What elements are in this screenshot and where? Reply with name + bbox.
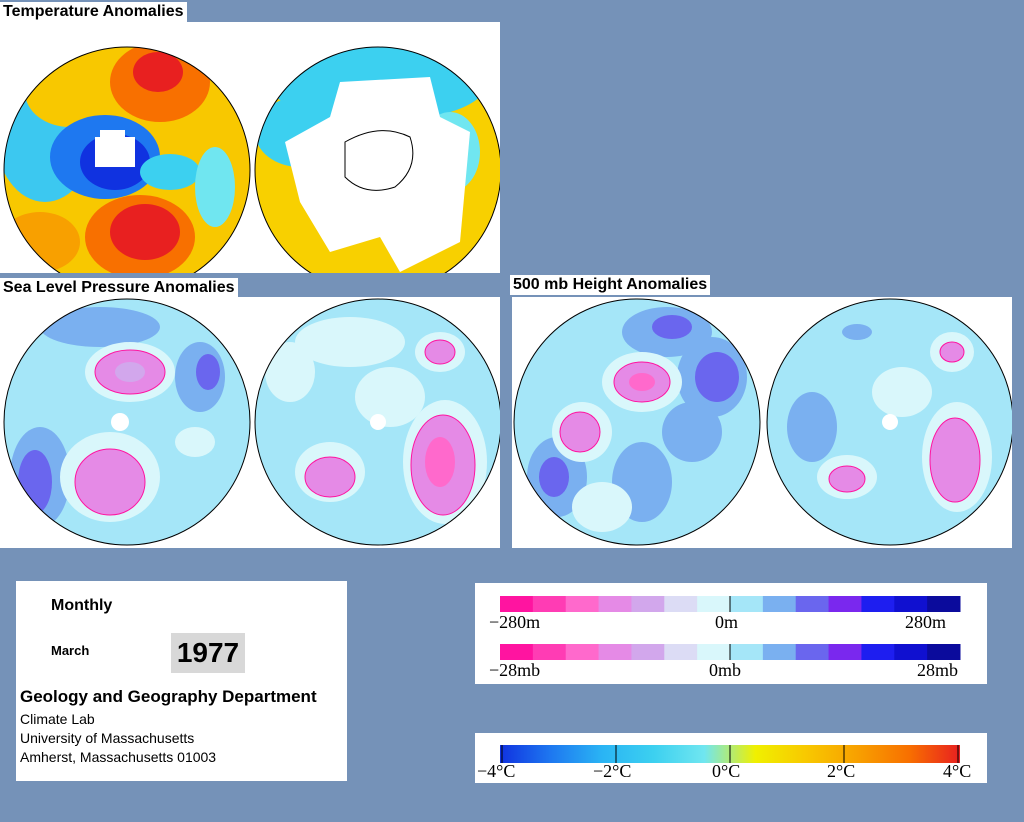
year-label: 1977 — [171, 633, 245, 673]
height-scale-swatch — [664, 596, 698, 612]
temp-label-2: −2°C — [593, 761, 632, 781]
address-label: Amherst, Massachusetts 01003 — [20, 749, 217, 765]
pressure-scale-swatch — [697, 644, 731, 660]
pressure-scale-swatch — [500, 644, 534, 660]
info-box: Monthly March 1977 Geology and Geography… — [16, 581, 347, 781]
pressure-scale-swatch — [532, 644, 567, 660]
slp-panel — [0, 297, 500, 548]
slp-nh-map — [4, 299, 250, 545]
pressure-scale-swatch — [631, 644, 665, 660]
height-scale-swatch — [532, 596, 567, 612]
height-scale-swatch — [598, 596, 632, 612]
pressure-scale-swatch — [565, 644, 600, 660]
pressure-scale-swatch — [730, 644, 764, 660]
temperature-sh-map — [255, 47, 500, 273]
height-scale-swatch — [861, 596, 895, 612]
pressure-scale-swatch — [927, 644, 961, 660]
temperature-title: Temperature Anomalies — [0, 2, 187, 22]
pressure-scale-swatch — [861, 644, 895, 660]
height-scale-swatch — [697, 596, 731, 612]
height-max-label: 280m — [905, 612, 947, 632]
height-scale-swatch — [565, 596, 600, 612]
height-scale-swatch — [927, 596, 961, 612]
height-scale-swatch — [762, 596, 797, 612]
temp-label-1: −4°C — [477, 761, 516, 781]
pressure-scale-swatch — [762, 644, 797, 660]
month-label: March — [51, 643, 90, 658]
pressure-mid-label: 0mb — [709, 660, 742, 680]
temperature-panel — [0, 22, 500, 273]
height500-maps — [513, 298, 1012, 546]
lab-label: Climate Lab — [20, 711, 95, 727]
height-scale-swatch — [828, 596, 862, 612]
slp-maps — [3, 298, 500, 546]
height500-sh-map — [767, 299, 1012, 545]
pressure-scale-swatch — [598, 644, 632, 660]
pressure-scale-swatch — [828, 644, 862, 660]
height-scale-swatch — [631, 596, 665, 612]
height500-title: 500 mb Height Anomalies — [510, 275, 711, 295]
pressure-scale-swatch — [664, 644, 698, 660]
height500-panel — [512, 297, 1012, 548]
height-mid-label: 0m — [715, 612, 739, 632]
pressure-scale-swatch — [894, 644, 928, 660]
height500-nh-map — [514, 299, 760, 545]
temp-label-5: 4°C — [943, 761, 972, 781]
pressure-scale-swatch — [795, 644, 830, 660]
temperature-colorbar — [500, 745, 960, 763]
university-label: University of Massachusetts — [20, 730, 195, 746]
slp-title: Sea Level Pressure Anomalies — [0, 278, 238, 298]
period-label: Monthly — [51, 597, 113, 614]
pressure-min-label: −28mb — [489, 660, 541, 680]
height-scale-swatch — [894, 596, 928, 612]
temp-label-3: 0°C — [712, 761, 741, 781]
temperature-maps — [3, 46, 500, 273]
temperature-nh-map — [4, 47, 250, 273]
pressure-max-label: 28mb — [917, 660, 959, 680]
department-label: Geology and Geography Department — [20, 687, 317, 706]
temperature-legend: −4°C −2°C 0°C 2°C 4°C — [475, 733, 987, 783]
slp-sh-map — [255, 299, 500, 545]
temp-label-4: 2°C — [827, 761, 856, 781]
height-scale-swatch — [795, 596, 830, 612]
height-scale-swatch — [730, 596, 764, 612]
height-scale-swatch — [500, 596, 534, 612]
height-pressure-colorbars — [500, 596, 961, 660]
height-min-label: −280m — [489, 612, 541, 632]
height-pressure-legend: −280m 0m 280m −28mb 0mb 28mb — [475, 583, 987, 684]
